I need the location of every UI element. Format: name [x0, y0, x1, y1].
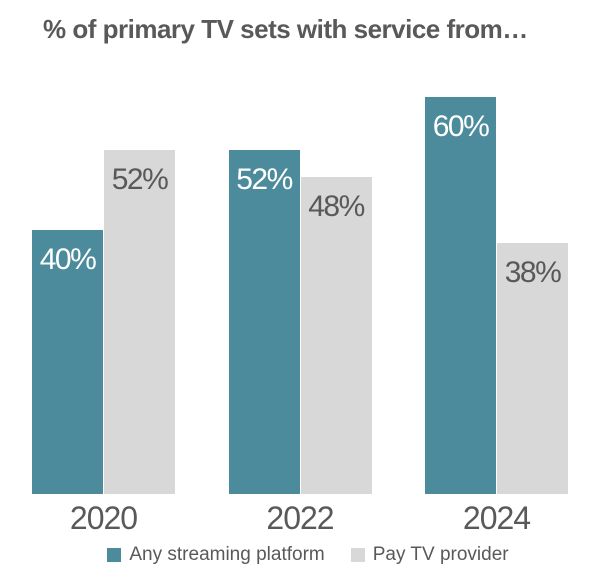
legend-swatch-icon	[350, 548, 365, 562]
legend-label: Pay TV provider	[372, 544, 509, 565]
bar-group-2024: 60% 38%	[425, 84, 568, 494]
bar-series1-2022: 52%	[228, 150, 300, 494]
bar-series2-2022: 48%	[300, 176, 372, 494]
bar-value-label: 52%	[236, 163, 293, 197]
legend-swatch-icon	[107, 548, 122, 562]
bar-series2-2024: 38%	[497, 242, 568, 494]
bar-group-2022: 52% 48%	[228, 84, 372, 494]
bar-series1-2020: 40%	[32, 229, 103, 494]
bar-value-label: 38%	[504, 255, 562, 289]
x-axis-label-2020: 2020	[69, 500, 138, 536]
x-axis-labels: 2020 2022 2024	[32, 496, 568, 540]
x-axis-label-2022: 2022	[266, 500, 334, 536]
bar-group-2020: 40% 52%	[32, 84, 175, 494]
legend-item: Pay TV provider	[350, 544, 509, 566]
bar-series1-2024: 60%	[425, 97, 496, 494]
bar-value-label: 52%	[111, 163, 169, 197]
legend-item: Any streaming platform	[107, 544, 325, 566]
chart-title: % of primary TV sets with service from…	[43, 14, 528, 44]
plot-area: 40% 52% 52% 48% 60% 38%	[32, 84, 568, 494]
bar-series2-2020: 52%	[104, 150, 175, 494]
bar-value-label: 40%	[39, 242, 97, 276]
bar-value-label: 60%	[432, 110, 490, 144]
bar-value-label: 48%	[308, 189, 365, 223]
legend-label: Any streaming platform	[129, 544, 325, 565]
x-axis-label-2024: 2024	[462, 500, 531, 536]
legend: Any streaming platform Pay TV provider	[0, 543, 616, 567]
